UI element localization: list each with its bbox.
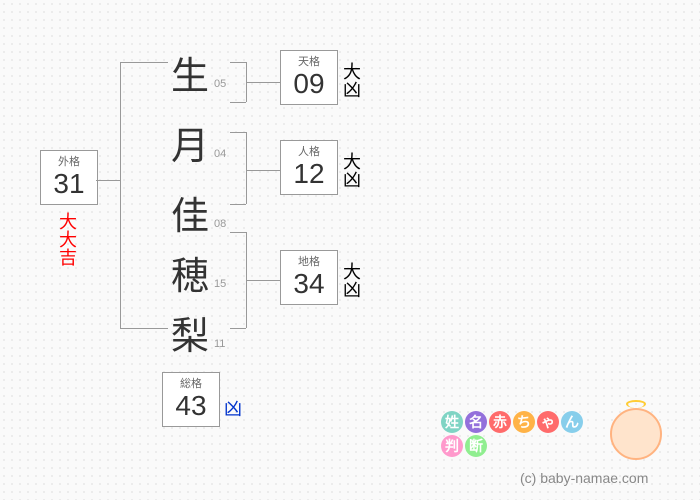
line <box>120 62 168 63</box>
soukaku-label: 総格 <box>163 373 219 391</box>
gaikaku-box: 外格 31 <box>40 150 98 205</box>
line <box>230 132 246 133</box>
jinkaku-fortune: 大凶 <box>342 152 360 188</box>
stroke-4: 11 <box>214 338 225 350</box>
logo-char: ゃ <box>537 411 559 433</box>
stroke-1: 04 <box>214 148 226 160</box>
stroke-3: 15 <box>214 278 226 290</box>
name-char-2: 佳 <box>170 185 210 240</box>
soukaku-fortune: 凶 <box>224 395 242 421</box>
line <box>120 328 168 329</box>
logo-char: 断 <box>465 435 487 457</box>
logo: 姓名赤ちゃん 判断 <box>440 410 584 458</box>
logo-char: ん <box>561 411 583 433</box>
name-char-0: 生 <box>170 45 210 100</box>
line <box>246 280 280 281</box>
stroke-2: 08 <box>214 218 226 230</box>
soukaku-box: 総格 43 <box>162 372 220 427</box>
name-char-1: 月 <box>170 115 210 170</box>
line <box>230 328 246 329</box>
logo-char: 判 <box>441 435 463 457</box>
baby-icon <box>610 408 662 460</box>
logo-char: 赤 <box>489 411 511 433</box>
tenkaku-box: 天格 09 <box>280 50 338 105</box>
jinkaku-value: 12 <box>281 159 337 194</box>
tenkaku-fortune: 大凶 <box>342 62 360 98</box>
line <box>246 132 247 204</box>
chikaku-value: 34 <box>281 269 337 304</box>
copyright: (c) baby-namae.com <box>520 470 648 486</box>
line <box>246 82 280 83</box>
gaikaku-fortune: 大大吉 <box>58 212 76 266</box>
jinkaku-label: 人格 <box>281 141 337 159</box>
chikaku-fortune: 大凶 <box>342 262 360 298</box>
tenkaku-value: 09 <box>281 69 337 104</box>
line <box>230 62 246 63</box>
logo-char: 名 <box>465 411 487 433</box>
name-char-4: 梨 <box>170 305 210 360</box>
line <box>230 102 246 103</box>
stroke-0: 05 <box>214 78 226 90</box>
line <box>246 170 280 171</box>
line <box>96 180 120 181</box>
gaikaku-value: 31 <box>41 169 97 204</box>
tenkaku-label: 天格 <box>281 51 337 69</box>
chikaku-label: 地格 <box>281 251 337 269</box>
logo-char: ち <box>513 411 535 433</box>
soukaku-value: 43 <box>163 391 219 426</box>
logo-char: 姓 <box>441 411 463 433</box>
jinkaku-box: 人格 12 <box>280 140 338 195</box>
line <box>230 232 246 233</box>
line <box>230 204 246 205</box>
gaikaku-label: 外格 <box>41 151 97 169</box>
chikaku-box: 地格 34 <box>280 250 338 305</box>
name-char-3: 穂 <box>170 245 210 300</box>
line <box>120 62 121 328</box>
